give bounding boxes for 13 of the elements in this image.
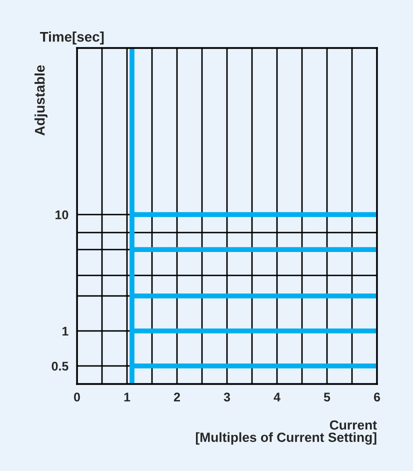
x-tick-label: 5: [324, 392, 330, 402]
x-tick-label: 6: [374, 392, 380, 402]
x-tick-label: 4: [274, 392, 280, 402]
x-tick-label: 2: [174, 392, 180, 402]
x-tick-label: 0: [74, 392, 80, 402]
chart-title: Time[sec]: [40, 32, 104, 44]
y-tick-label: 1: [62, 326, 68, 336]
y-tick-label: 10: [56, 210, 68, 220]
x-tick-label: 3: [224, 392, 230, 402]
y-tick-label: 0.5: [52, 362, 68, 371]
x-axis-title: Current [Multiples of Current Setting]: [196, 420, 377, 445]
y-axis-title: Adjustable: [34, 65, 48, 136]
x-tick-label: 1: [124, 392, 130, 402]
